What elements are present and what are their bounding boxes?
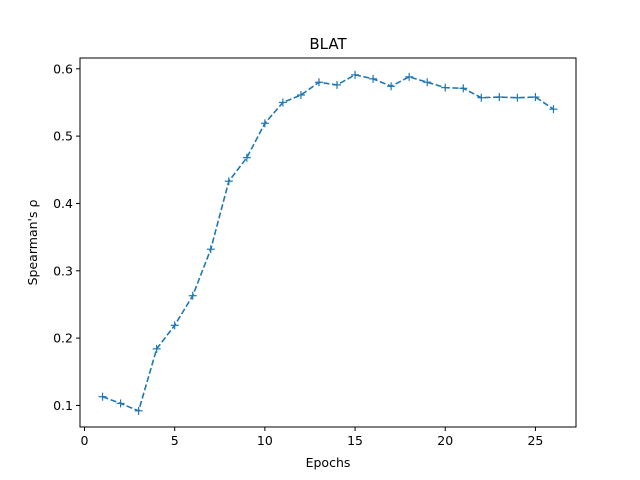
series-line <box>102 73 554 412</box>
data-point-marker <box>441 83 450 92</box>
data-point-marker <box>242 153 251 162</box>
data-point-marker <box>423 78 432 87</box>
data-point-marker <box>152 344 161 353</box>
x-tick-label: 15 <box>347 433 363 448</box>
data-point-marker <box>314 78 323 87</box>
data-point-marker <box>369 74 378 83</box>
data-point-marker <box>224 177 233 186</box>
data-point-marker <box>513 93 522 102</box>
data-point-marker <box>170 321 179 330</box>
data-point-marker <box>495 93 504 102</box>
data-point-marker <box>549 105 558 114</box>
y-axis-label: Spearman's ρ <box>25 200 40 286</box>
data-point-marker <box>333 80 342 89</box>
x-tick-label: 25 <box>527 433 543 448</box>
x-tick-label: 5 <box>171 433 179 448</box>
plot-area <box>98 70 558 415</box>
y-tick-label: 0.4 <box>53 196 73 211</box>
data-point-marker <box>98 392 107 401</box>
data-point-marker <box>387 82 396 91</box>
data-point-marker <box>116 399 125 408</box>
data-point-marker <box>296 91 305 100</box>
y-tick-label: 0.3 <box>53 263 73 278</box>
chart-title: BLAT <box>309 35 347 53</box>
data-point-marker <box>134 406 143 415</box>
x-tick-label: 0 <box>81 433 89 448</box>
data-point-marker <box>351 70 360 79</box>
data-point-marker <box>206 245 215 254</box>
axes-frame <box>79 57 577 428</box>
data-point-marker <box>278 98 287 107</box>
y-tick-label: 0.5 <box>53 129 73 144</box>
data-point-marker <box>477 93 486 102</box>
y-tick-label: 0.2 <box>53 331 73 346</box>
data-point-marker <box>260 119 269 128</box>
x-axis-ticks: 0 5 10 15 20 25 <box>81 427 543 448</box>
data-point-marker <box>188 291 197 300</box>
data-point-marker <box>405 72 414 81</box>
y-tick-label: 0.6 <box>53 61 73 76</box>
data-point-marker <box>459 84 468 93</box>
x-tick-label: 10 <box>257 433 273 448</box>
data-point-marker <box>531 93 540 102</box>
x-axis-label: Epochs <box>306 455 351 470</box>
y-axis-ticks: 0.1 0.2 0.3 0.4 0.5 0.6 <box>53 61 80 413</box>
y-tick-label: 0.1 <box>53 398 73 413</box>
x-tick-label: 20 <box>437 433 453 448</box>
